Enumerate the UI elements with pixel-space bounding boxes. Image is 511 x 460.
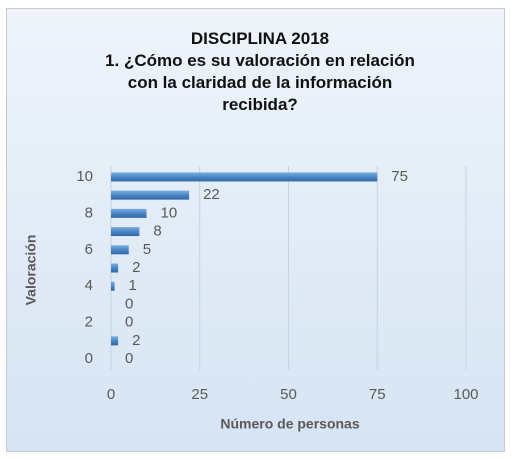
x-tick-label: 25 (191, 386, 208, 403)
bar (111, 227, 140, 237)
y-axis-label: Valoración (23, 235, 39, 306)
data-label: 75 (391, 168, 408, 185)
data-label: 2 (132, 259, 140, 276)
chart-subtitle: 1. ¿Cómo es su valoración en relación co… (105, 51, 415, 114)
y-tick-label: 2 (85, 314, 93, 331)
data-label: 10 (161, 204, 178, 221)
bar (111, 190, 190, 200)
y-tick-label: 0 (85, 350, 93, 367)
data-label: 22 (203, 186, 220, 203)
bar (111, 336, 119, 346)
bar (111, 208, 147, 218)
y-tick-label: 4 (85, 277, 93, 294)
x-axis-label: Número de personas (220, 416, 359, 432)
data-label: 8 (153, 223, 161, 240)
x-tick-label: 100 (453, 386, 478, 403)
data-label: 0 (125, 314, 133, 331)
y-tick-label: 8 (85, 204, 93, 221)
bar (111, 281, 115, 291)
data-label: 0 (125, 350, 133, 367)
bar (111, 263, 119, 273)
chart-frame (6, 8, 505, 452)
data-label: 5 (143, 241, 151, 258)
y-tick-label: 6 (85, 241, 93, 258)
chart-title: DISCIPLINA 2018 (190, 29, 330, 48)
x-tick-label: 75 (369, 386, 386, 403)
x-tick-label: 0 (107, 386, 115, 403)
titles: DISCIPLINA 2018 1. ¿Cómo es su valoració… (90, 28, 430, 116)
x-tick-label: 50 (280, 386, 297, 403)
data-label: 0 (125, 295, 133, 312)
bar (111, 245, 129, 255)
data-label: 2 (132, 332, 140, 349)
data-label: 1 (129, 277, 137, 294)
y-tick-label: 10 (76, 168, 93, 185)
bar (111, 172, 378, 182)
